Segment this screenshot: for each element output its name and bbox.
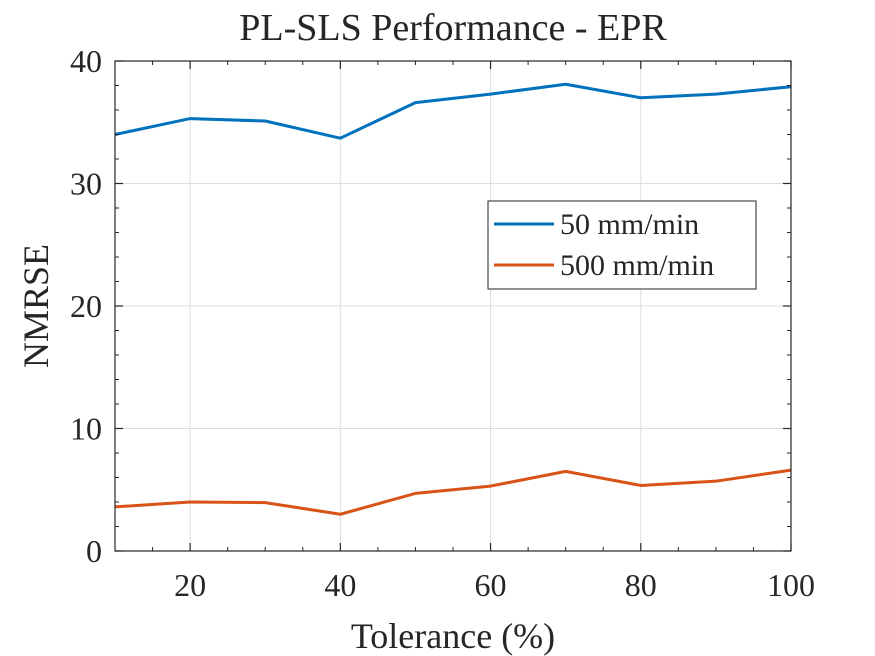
legend: 50 mm/min 500 mm/min: [487, 200, 757, 290]
x-axis-label: Tolerance (%): [351, 616, 555, 656]
legend-box: [487, 200, 757, 290]
y-axis-label: NMRSE: [16, 244, 56, 368]
legend-label-50-mm-min: 50 mm/min: [560, 208, 699, 241]
grid: [115, 61, 791, 551]
y-tick-label: 0: [86, 533, 102, 569]
y-tick-label: 40: [70, 43, 102, 79]
x-tick-label: 20: [174, 567, 206, 603]
x-tick-label: 100: [767, 567, 815, 603]
series-lines: [114, 82, 792, 516]
x-tick-label: 40: [324, 567, 356, 603]
x-tick-label: 80: [625, 567, 657, 603]
legend-label-500-mm-min: 500 mm/min: [560, 249, 714, 282]
x-tick-label: 60: [475, 567, 507, 603]
y-tick-label: 20: [70, 288, 102, 324]
axes: 20 40 60 80 100 0 10 20 30 40: [70, 43, 815, 603]
chart-title: PL-SLS Performance - EPR: [239, 7, 667, 49]
series-line-0: [114, 82, 792, 140]
y-tick-label: 30: [70, 166, 102, 202]
y-tick-label: 10: [70, 411, 102, 447]
series-line-1: [114, 468, 792, 516]
